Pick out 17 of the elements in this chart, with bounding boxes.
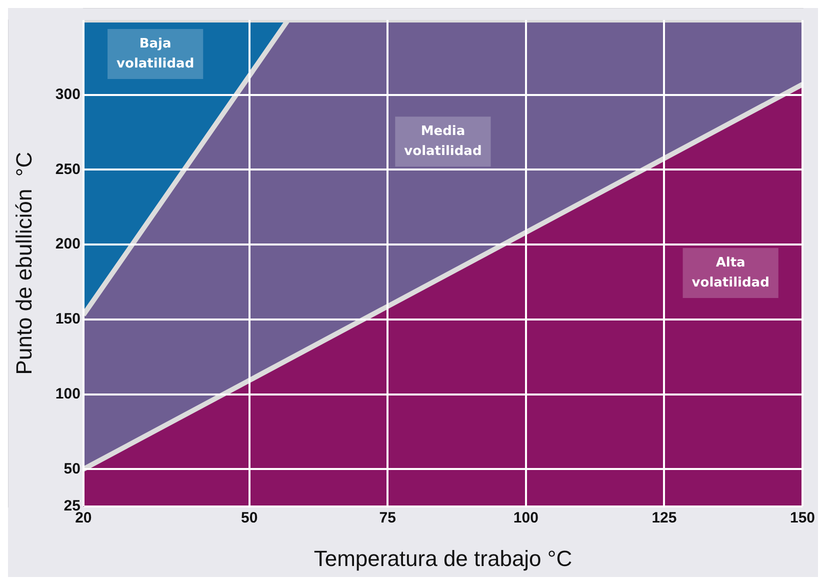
x-tick-label: 150 <box>790 510 815 527</box>
y-axis-title: Punto de ebullición °C <box>11 152 36 375</box>
series-label: Baja volatilidad <box>116 36 194 72</box>
y-tick-label: 250 <box>55 160 80 178</box>
x-tick-label: 75 <box>379 510 396 527</box>
x-tick-label: 20 <box>75 510 92 527</box>
y-tick-label: 100 <box>55 385 80 402</box>
series-label: Alta volatilidad <box>692 255 770 290</box>
y-tick-label: 300 <box>55 86 80 103</box>
x-tick-label: 100 <box>513 510 538 527</box>
y-tick-label: 50 <box>64 460 80 478</box>
series-label: Media volatilidad <box>404 124 482 160</box>
y-tick-label: 200 <box>55 236 80 253</box>
x-tick-label: 50 <box>241 510 258 527</box>
x-tick-label: 125 <box>652 510 677 527</box>
y-tick-label: 150 <box>55 310 80 328</box>
x-axis-title: Temperatura de trabajo °C <box>314 546 572 571</box>
